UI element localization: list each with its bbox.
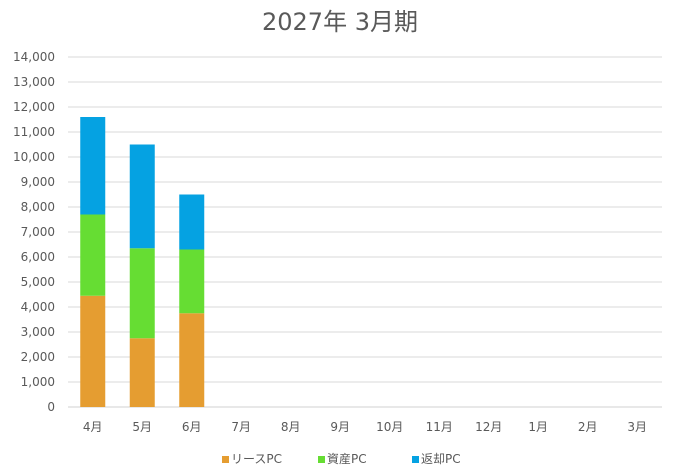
y-axis: 0 1,000 2,000 3,000 4,000 5,000 6,000 7,000 8,00… [13, 50, 55, 414]
x-tick-label: 3月 [627, 420, 647, 434]
y-tick-label: 6,000 [21, 250, 55, 264]
x-tick-label: 5月 [132, 420, 152, 434]
x-tick-label: 1月 [528, 420, 548, 434]
legend-swatch [222, 456, 229, 463]
x-tick-label: 4月 [83, 420, 103, 434]
y-tick-label: 2,000 [21, 350, 55, 364]
bar-segment [179, 249, 205, 314]
x-tick-label: 10月 [376, 420, 403, 434]
bar-segment [179, 313, 205, 407]
y-tick-label: 3,000 [21, 325, 55, 339]
gridlines [68, 56, 662, 408]
y-tick-label: 4,000 [21, 300, 55, 314]
bar-segment [179, 194, 205, 250]
y-tick-label: 9,000 [21, 175, 55, 189]
y-tick-label: 13,000 [13, 75, 55, 89]
y-tick-label: 8,000 [21, 200, 55, 214]
bar-segment [80, 117, 106, 215]
x-tick-label: 2月 [578, 420, 598, 434]
x-axis: 4月 5月 6月 7月 8月 9月 10月 11月 12月 1月 2月 3月 [83, 420, 647, 434]
y-tick-label: 12,000 [13, 100, 55, 114]
y-tick-label: 5,000 [21, 275, 55, 289]
x-tick-label: 9月 [330, 420, 350, 434]
legend: リースPC 資産PC 返却PC [222, 451, 461, 466]
y-tick-label: 0 [47, 400, 55, 414]
bar-segment [80, 295, 106, 407]
legend-swatch [318, 456, 325, 463]
chart-title: 2027年 3月期 [262, 8, 418, 36]
x-tick-label: 6月 [182, 420, 202, 434]
x-tick-label: 8月 [281, 420, 301, 434]
legend-label: 返却PC [421, 452, 461, 466]
y-tick-label: 14,000 [13, 50, 55, 64]
bar-segment [129, 144, 155, 249]
legend-label: 資産PC [327, 451, 367, 466]
y-tick-label: 11,000 [13, 125, 55, 139]
legend-label: リースPC [231, 452, 282, 466]
bar-segment [129, 248, 155, 339]
y-tick-label: 10,000 [13, 150, 55, 164]
legend-swatch [412, 456, 419, 463]
bar-segment [80, 214, 106, 296]
x-tick-label: 12月 [475, 420, 502, 434]
y-tick-label: 7,000 [21, 225, 55, 239]
x-tick-label: 7月 [231, 420, 251, 434]
bars [80, 117, 205, 407]
x-tick-label: 11月 [426, 420, 453, 434]
bar-segment [129, 338, 155, 407]
y-tick-label: 1,000 [21, 375, 55, 389]
